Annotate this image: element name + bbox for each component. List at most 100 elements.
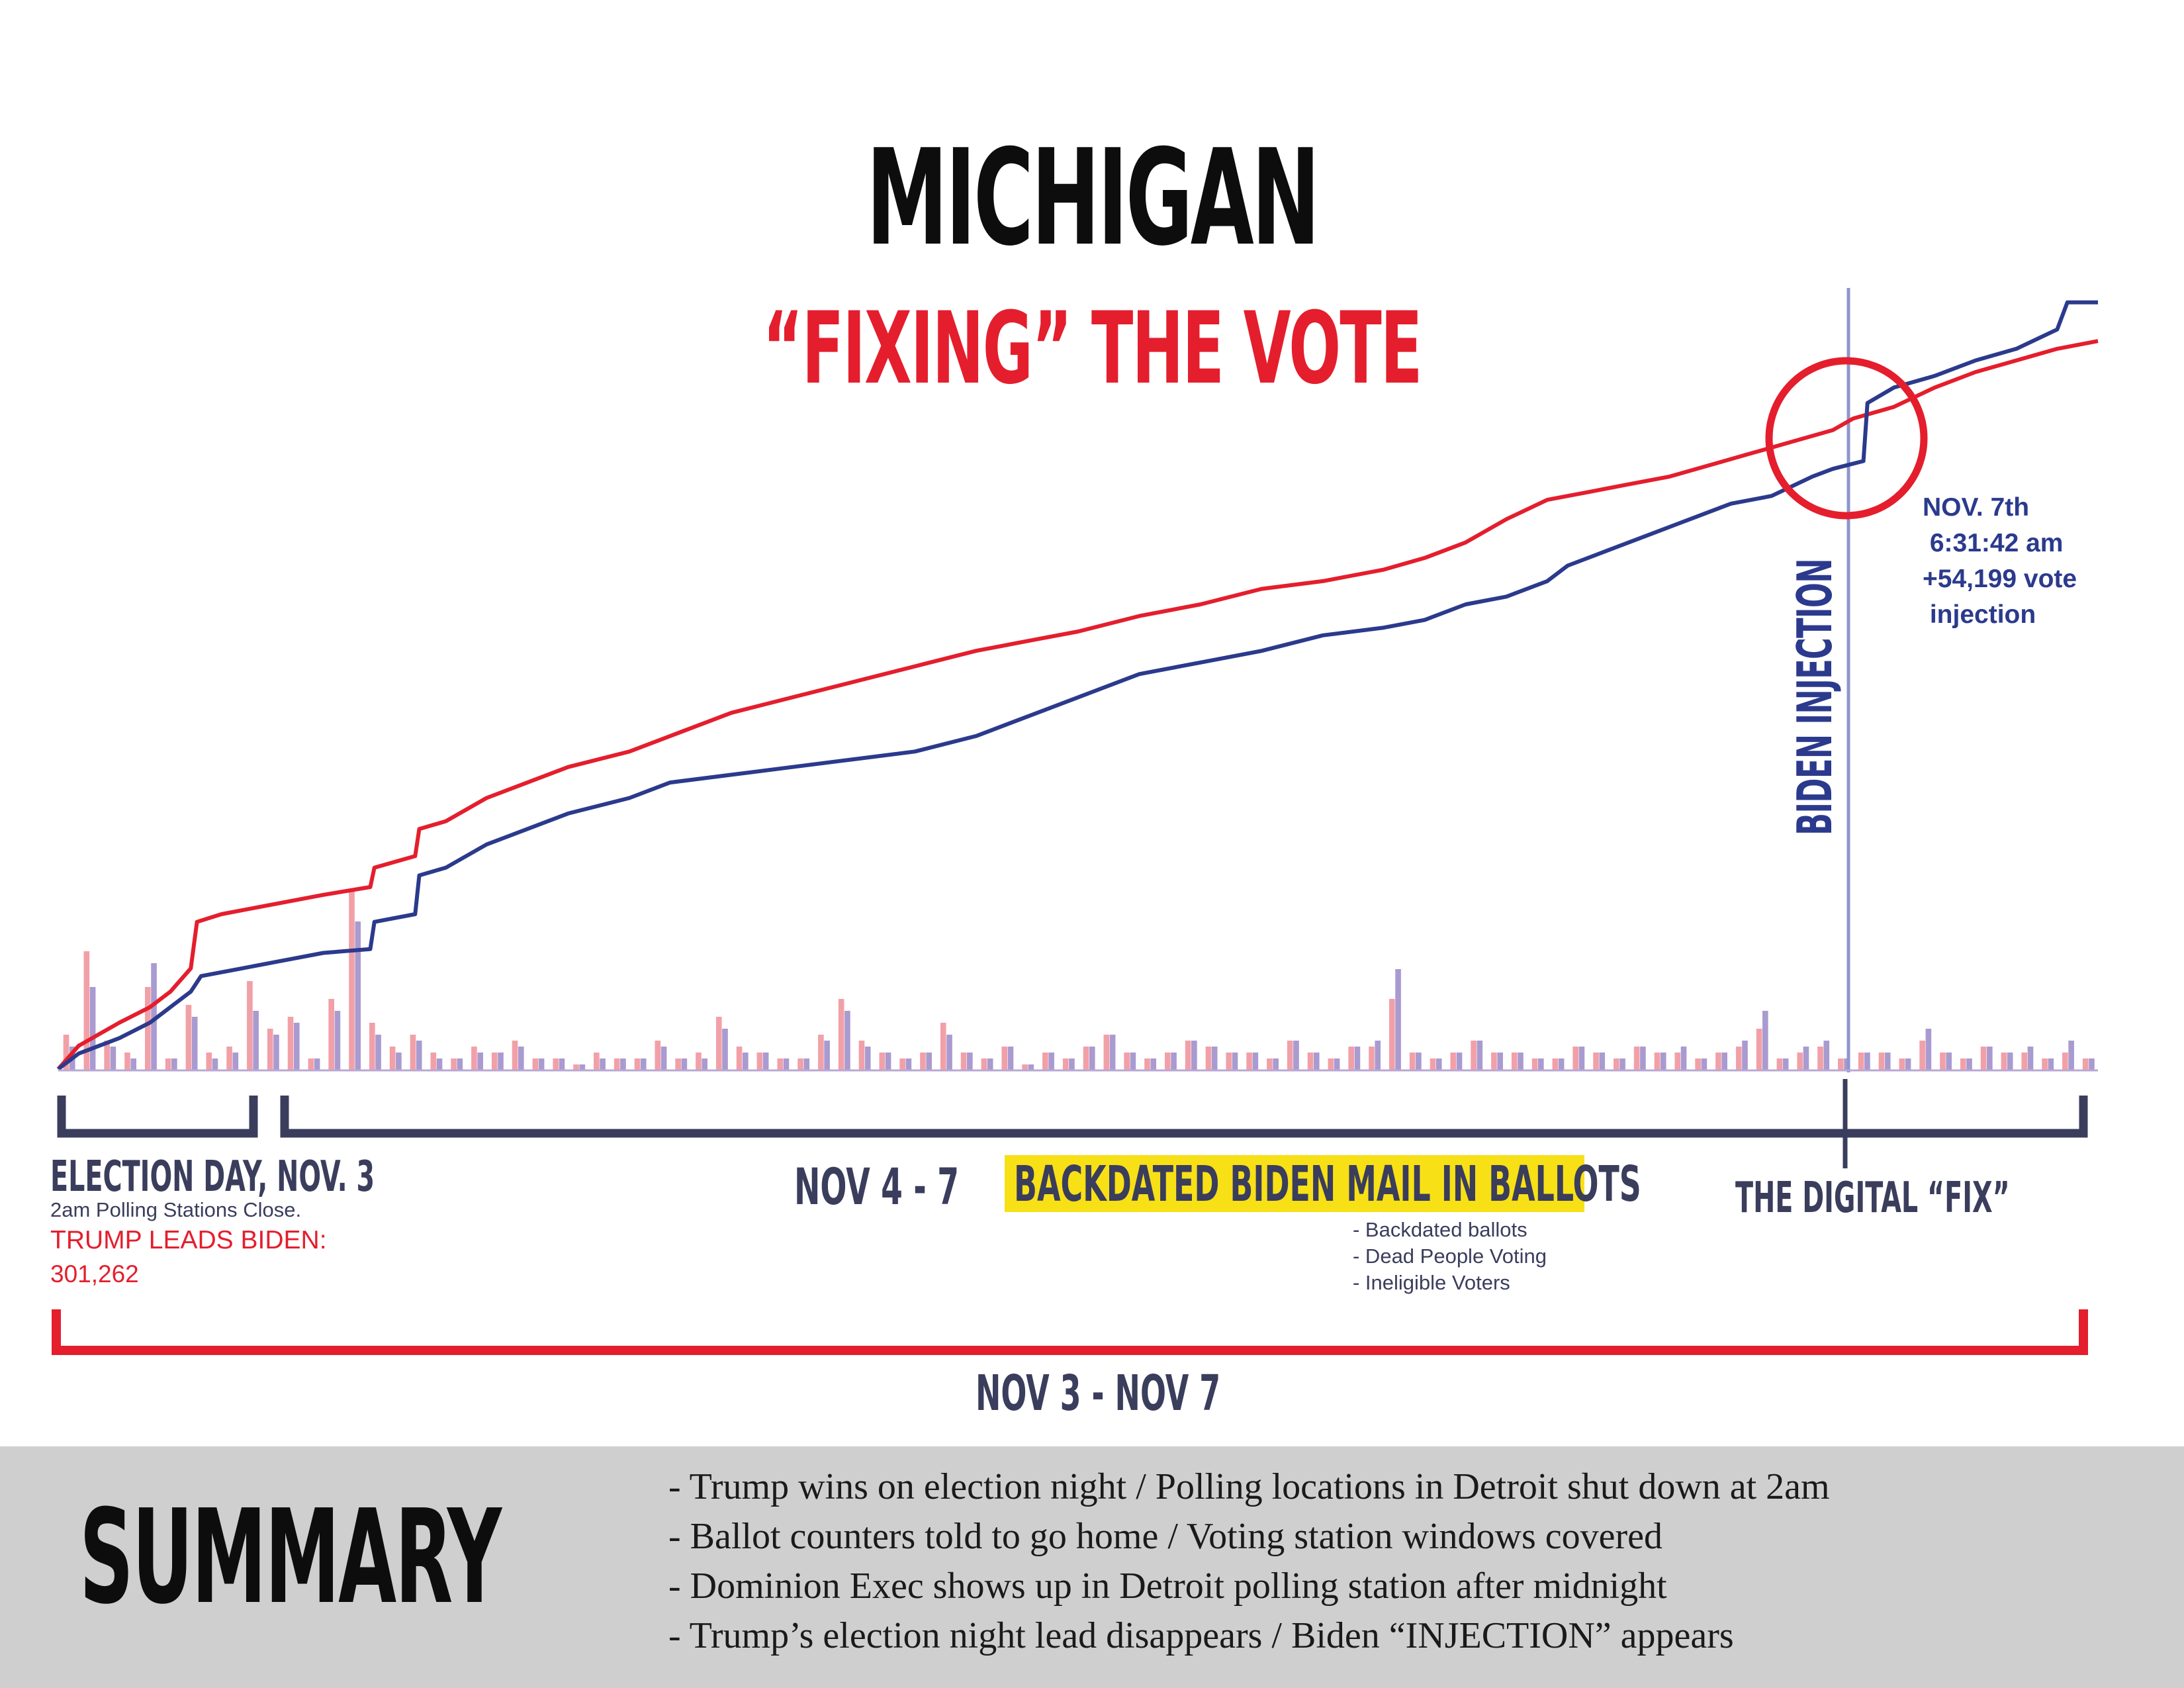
biden-batch-bar (762, 1053, 769, 1070)
summary-item: - Dominion Exec shows up in Detroit poll… (668, 1566, 1667, 1607)
biden-batch-bar (743, 1053, 749, 1070)
trump-batch-bar (1287, 1041, 1293, 1070)
trump-batch-bar (1205, 1047, 1212, 1070)
trump-batch-bar (1511, 1053, 1518, 1070)
biden-batch-bar (1007, 1047, 1014, 1070)
trump-batch-bar (818, 1035, 824, 1070)
biden-batch-bar (375, 1035, 381, 1070)
biden-batch-bar (1130, 1053, 1136, 1070)
trump-batch-bar (2082, 1058, 2089, 1070)
trump-batch-bar (715, 1017, 722, 1070)
polling-close-label: 2am Polling Stations Close. (50, 1198, 302, 1221)
biden-batch-bar (273, 1035, 279, 1070)
biden-batch-bar (885, 1053, 891, 1070)
trump-batch-bar (1838, 1058, 1844, 1070)
trump-batch-bar (1960, 1058, 1966, 1070)
trump-batch-bar (1246, 1053, 1252, 1070)
trump-batch-bar (1552, 1058, 1559, 1070)
trump-batch-bar (104, 1041, 110, 1070)
trump-batch-bar (1776, 1058, 1783, 1070)
biden-batch-bar (620, 1058, 626, 1070)
biden-batch-bar (1537, 1058, 1544, 1070)
biden-batch-bar (579, 1064, 586, 1070)
summary-item: - Ballot counters told to go home / Voti… (668, 1516, 1662, 1557)
trump-batch-bar (2001, 1053, 2007, 1070)
biden-batch-bar (1416, 1053, 1422, 1070)
trump-batch-bar (369, 1023, 375, 1070)
trump-batch-bar (1674, 1053, 1681, 1070)
trump-batch-bar (1124, 1053, 1130, 1070)
trump-batch-bar (532, 1058, 539, 1070)
biden-batch-bar (1762, 1011, 1768, 1070)
trump-batch-bar (349, 892, 355, 1070)
trump-batch-bar (1022, 1064, 1028, 1070)
biden-batch-bar (1701, 1058, 1707, 1070)
biden-batch-bar (1497, 1053, 1503, 1070)
page-title: MICHIGAN (866, 121, 1320, 275)
biden-batch-bar (967, 1053, 973, 1070)
trump-batch-bar (858, 1041, 865, 1070)
trump-batch-bar (308, 1058, 314, 1070)
backdated-item: - Backdated ballots (1353, 1218, 1527, 1241)
trump-batch-bar (1307, 1053, 1314, 1070)
biden-batch-bar (1925, 1029, 1932, 1070)
biden-batch-bar (1354, 1047, 1361, 1070)
biden-batch-bar (416, 1041, 422, 1070)
page-subtitle: “FIXING” THE VOTE (762, 291, 1422, 406)
trump-batch-bar (1531, 1058, 1538, 1070)
trump-batch-bar (1735, 1047, 1742, 1070)
trump-batch-bar (287, 1017, 294, 1070)
biden-batch-bar (844, 1011, 850, 1070)
trump-batch-bar (675, 1058, 681, 1070)
trump-batch-bar (1654, 1053, 1661, 1070)
biden-batch-bar (1171, 1053, 1177, 1070)
nov-4-7-bracket (280, 1096, 2088, 1138)
biden-batch-bar (232, 1053, 239, 1070)
trump-batch-bar (1940, 1053, 1946, 1070)
summary-heading: SUMMARY (79, 1482, 502, 1633)
biden-batch-bar (1823, 1041, 1830, 1070)
biden-batch-bar (905, 1058, 912, 1070)
trump-batch-bar (185, 1005, 192, 1070)
trump-batch-bar (1858, 1053, 1864, 1070)
trump-batch-bar (1450, 1053, 1457, 1070)
trump-batch-bar (2042, 1058, 2048, 1070)
biden-batch-bar (355, 921, 361, 1070)
biden-batch-bar (1558, 1058, 1565, 1070)
trump-batch-bar (1715, 1053, 1721, 1070)
nov-3-7-bracket (52, 1309, 2088, 1355)
biden-cumulative-line (57, 300, 2098, 1071)
biden-batch-bar (946, 1035, 952, 1070)
trump-batch-bar (144, 987, 151, 1070)
trump-batch-bar (1042, 1053, 1048, 1070)
biden-batch-bar (1864, 1053, 1870, 1070)
biden-batch-bar (1109, 1035, 1116, 1070)
biden-batch-bar (1884, 1053, 1891, 1070)
injection-circle (1765, 357, 1928, 520)
biden-batch-bar (212, 1058, 218, 1070)
biden-batch-bar (1619, 1058, 1625, 1070)
vote-chart (52, 288, 2099, 1355)
trump-batch-bar (1103, 1035, 1110, 1070)
biden-batch-bar (396, 1053, 402, 1070)
trump-batch-bar (247, 981, 253, 1070)
trump-batch-bar (696, 1053, 702, 1070)
trump-batch-bar (267, 1029, 273, 1070)
trump-batch-bar (1328, 1058, 1334, 1070)
biden-injection-label: BIDEN INJECTION (1787, 559, 1843, 835)
biden-batch-bar (987, 1058, 993, 1070)
trump-batch-bar (1572, 1047, 1579, 1070)
biden-batch-bar (1069, 1058, 1075, 1070)
biden-batch-bar (1435, 1058, 1442, 1070)
biden-batch-bar (640, 1058, 647, 1070)
summary-list: - Trump wins on election night / Polling… (668, 1468, 1830, 1654)
biden-batch-bar (1518, 1053, 1524, 1070)
biden-batch-bar (1375, 1041, 1381, 1070)
trump-batch-bar (63, 1035, 69, 1070)
biden-batch-bar (1191, 1041, 1197, 1070)
biden-batch-bar (1803, 1047, 1809, 1070)
trump-batch-bar (1797, 1053, 1803, 1070)
trump-batch-bar (1756, 1029, 1762, 1070)
cumulative-vote-lines (56, 300, 2099, 1071)
biden-batch-bar (926, 1053, 933, 1070)
